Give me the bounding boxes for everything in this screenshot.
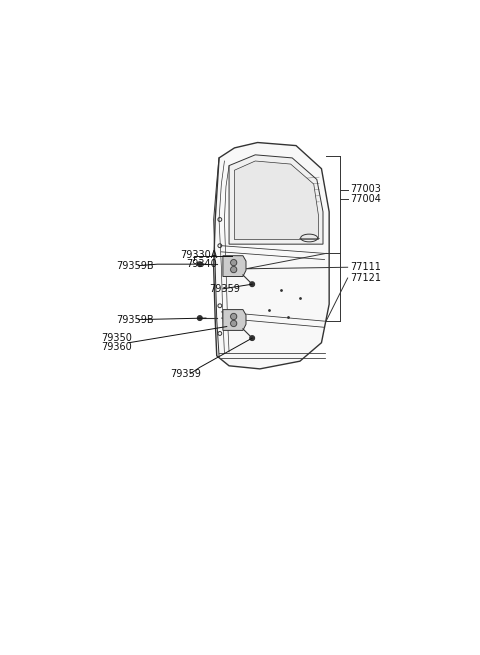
Text: 79340: 79340 [186, 259, 216, 269]
Text: 79359B: 79359B [117, 261, 154, 271]
Polygon shape [214, 143, 329, 369]
Polygon shape [223, 310, 246, 330]
Circle shape [230, 259, 237, 266]
Circle shape [197, 316, 202, 320]
Circle shape [230, 320, 237, 327]
Circle shape [197, 262, 202, 267]
Text: 79360: 79360 [101, 343, 132, 352]
Circle shape [250, 336, 254, 341]
Text: 79330A: 79330A [180, 250, 218, 260]
Circle shape [230, 314, 237, 320]
Polygon shape [223, 255, 246, 276]
Text: 79359: 79359 [170, 369, 202, 379]
Circle shape [250, 282, 254, 286]
Text: 77111: 77111 [350, 262, 381, 272]
Text: 79350: 79350 [101, 333, 132, 343]
Text: 79359: 79359 [209, 284, 240, 294]
Text: 77121: 77121 [350, 273, 381, 283]
Text: 77003: 77003 [350, 183, 381, 194]
Polygon shape [229, 155, 323, 244]
Text: 77004: 77004 [350, 195, 381, 204]
Polygon shape [234, 161, 318, 240]
Circle shape [230, 267, 237, 272]
Text: 79359B: 79359B [117, 314, 154, 325]
